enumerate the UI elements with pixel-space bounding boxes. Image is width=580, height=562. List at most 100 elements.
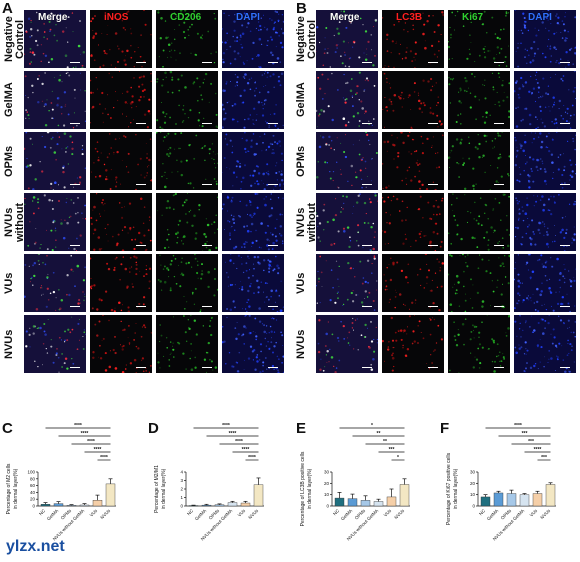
bar-chart-e: 0 10 20 30 Percentage of LC3B positive cells…: [294, 420, 439, 542]
micrograph-tile: [222, 10, 284, 68]
chart-svg: 0 10 20 30 Percentage of Ki67 positive cells…: [446, 423, 556, 542]
x-tick-label: NVUs: [99, 508, 111, 520]
micrograph-tile: [382, 315, 444, 373]
y-tick-label: 60: [30, 483, 36, 488]
y-tick-label: 20: [324, 481, 330, 486]
x-tick-label: VUs: [237, 508, 247, 518]
micrograph-tile: [448, 10, 510, 68]
bar: [360, 500, 371, 507]
significance-label: ****: [222, 423, 230, 429]
row-label: VUs: [295, 272, 307, 294]
micrograph-tile: [156, 132, 218, 190]
bar: [105, 483, 116, 507]
bar-chart-c: 0 20 40 60 80 100 Percentage of M2 cells in der…: [0, 420, 145, 542]
micrograph-tile: [24, 10, 86, 68]
micrograph-tile: [222, 71, 284, 129]
bar: [66, 505, 77, 507]
y-tick-label: 100: [27, 470, 35, 475]
x-tick-label: NC: [186, 508, 195, 517]
bar: [399, 484, 410, 507]
x-tick-label: GelMA: [46, 508, 59, 521]
y-tick-label: 10: [324, 492, 330, 497]
micrograph-tile: [514, 132, 576, 190]
column-header: CD206: [170, 12, 202, 23]
micrograph-tile: [156, 315, 218, 373]
micrograph-tile: [316, 193, 378, 251]
bar: [532, 493, 543, 507]
x-tick-label: NVUs: [539, 508, 551, 520]
significance-label: *: [371, 423, 373, 429]
micrograph-tile: [448, 193, 510, 251]
y-tick-label: 3: [180, 478, 183, 483]
micrograph-tile: [156, 10, 218, 68]
micrograph-tile: [514, 10, 576, 68]
micrograph-tile: [316, 10, 378, 68]
bar: [214, 504, 225, 507]
micrograph-tile: [24, 254, 86, 312]
row-label: OPMs: [3, 145, 15, 177]
micrograph-tile: [222, 193, 284, 251]
micrograph-tile: [24, 132, 86, 190]
panel-letter-e: E: [296, 420, 307, 437]
micrograph-tile: [222, 315, 284, 373]
panel-letter-f: F: [440, 420, 450, 437]
bar: [92, 500, 103, 507]
panel-letter-c: C: [2, 420, 13, 437]
y-tick-label: 4: [180, 470, 183, 475]
micrograph-tile: [316, 132, 378, 190]
significance-label: ****: [94, 447, 102, 453]
significance-label: ****: [534, 447, 542, 453]
chart-svg: 0 10 20 30 Percentage of LC3B positive cells…: [300, 423, 410, 542]
y-tick-label: 0: [472, 504, 475, 509]
column-header: LC3B: [396, 12, 423, 23]
y-axis-label: in dermal layer(%): [453, 468, 459, 509]
watermark-text: ylzx.net: [6, 538, 65, 555]
y-axis-label: in dermal layer(%): [161, 468, 167, 509]
row-label: OPMs: [295, 145, 307, 177]
micrograph-tile: [24, 71, 86, 129]
micrograph-tile: [514, 254, 576, 312]
micrograph-tile: [448, 132, 510, 190]
x-tick-label: NC: [38, 508, 47, 517]
y-tick-label: 0: [326, 504, 329, 509]
micrograph-tile: [90, 10, 152, 68]
row-label: NVUs: [3, 329, 15, 359]
y-tick-label: 0: [180, 504, 183, 509]
panel-letter-b: B: [296, 0, 307, 17]
x-tick-label: NVUs: [247, 508, 259, 520]
significance-label: *: [397, 455, 399, 461]
x-tick-label: NVUs: [393, 508, 405, 520]
micrograph-tile: [90, 193, 152, 251]
bar: [545, 484, 556, 507]
y-axis-label: Percentage of M2 cells: [6, 463, 12, 514]
panel-letter-d: D: [148, 420, 159, 437]
y-axis-label: Percentage of Ki67 positive cells: [446, 452, 452, 525]
bar: [40, 504, 51, 507]
y-axis-label: in dermal layer(%): [13, 468, 19, 509]
column-header: Ki67: [462, 12, 484, 23]
significance-label: ***: [389, 447, 395, 453]
y-tick-label: 2: [180, 487, 183, 492]
bar: [493, 492, 504, 507]
bar: [188, 505, 199, 507]
y-tick-label: 0: [32, 504, 35, 509]
y-tick-label: 40: [30, 490, 36, 495]
y-axis-label: in dermal layer(%): [307, 468, 313, 509]
column-header: Merge: [38, 12, 68, 23]
micrograph-tile: [448, 254, 510, 312]
micrograph-tile: [448, 71, 510, 129]
bar-chart-f: 0 10 20 30 Percentage of Ki67 positive cells…: [440, 420, 580, 542]
bar: [240, 502, 251, 507]
micrograph-tile: [514, 193, 576, 251]
y-tick-label: 10: [470, 492, 476, 497]
bar-chart-d: 0 1 2 3 4 Percentage of M2/M1 in dermal layer(…: [148, 420, 293, 542]
column-header: DAPI: [236, 12, 260, 23]
significance-label: ****: [87, 439, 95, 445]
y-axis-label: Percentage of M2/M1: [154, 465, 160, 513]
bar: [373, 501, 384, 507]
y-tick-label: 1: [180, 495, 183, 500]
micrograph-tile: [316, 71, 378, 129]
micrograph-tile: [90, 71, 152, 129]
significance-label: ****: [514, 423, 522, 429]
